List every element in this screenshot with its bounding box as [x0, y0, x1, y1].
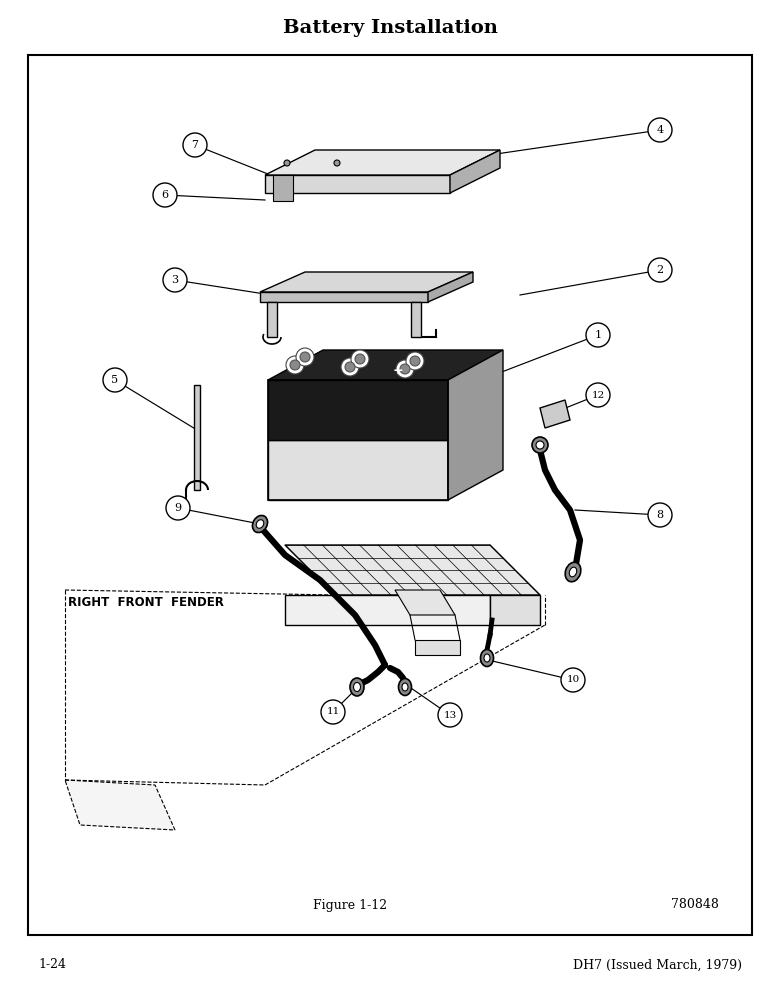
Circle shape: [406, 352, 424, 370]
Circle shape: [286, 356, 304, 374]
Ellipse shape: [253, 515, 268, 533]
Polygon shape: [448, 350, 503, 500]
Polygon shape: [490, 595, 540, 625]
Polygon shape: [268, 350, 503, 380]
Polygon shape: [428, 272, 473, 302]
Circle shape: [532, 437, 548, 453]
Circle shape: [536, 441, 544, 449]
Text: 5: 5: [112, 375, 119, 385]
Ellipse shape: [566, 562, 581, 582]
Text: 12: 12: [591, 390, 604, 399]
Polygon shape: [285, 595, 490, 625]
Ellipse shape: [480, 650, 494, 666]
Circle shape: [166, 496, 190, 520]
Text: DH7 (Issued March, 1979): DH7 (Issued March, 1979): [573, 958, 742, 972]
Circle shape: [284, 160, 290, 166]
Polygon shape: [260, 292, 428, 302]
Circle shape: [345, 362, 355, 372]
Text: 13: 13: [443, 710, 456, 720]
Circle shape: [648, 258, 672, 282]
Polygon shape: [260, 272, 473, 292]
Text: Battery Installation: Battery Installation: [282, 19, 498, 37]
Polygon shape: [268, 380, 448, 440]
Polygon shape: [273, 175, 293, 201]
Ellipse shape: [399, 678, 412, 696]
Bar: [28, 55, 752, 935]
Ellipse shape: [569, 567, 576, 577]
Text: 10: 10: [566, 676, 580, 684]
Text: Figure 1-12: Figure 1-12: [313, 898, 387, 912]
Polygon shape: [540, 400, 570, 428]
Circle shape: [290, 360, 300, 370]
Polygon shape: [194, 385, 200, 490]
Polygon shape: [268, 440, 448, 500]
Text: 3: 3: [172, 275, 179, 285]
Circle shape: [341, 358, 359, 376]
Polygon shape: [411, 302, 421, 337]
Circle shape: [296, 348, 314, 366]
Circle shape: [351, 350, 369, 368]
Circle shape: [321, 700, 345, 724]
Circle shape: [561, 668, 585, 692]
Circle shape: [103, 368, 127, 392]
Ellipse shape: [256, 520, 264, 528]
Text: 11: 11: [326, 708, 339, 716]
Circle shape: [586, 323, 610, 347]
Circle shape: [153, 183, 177, 207]
Circle shape: [300, 352, 310, 362]
Text: 6: 6: [161, 190, 168, 200]
Circle shape: [183, 133, 207, 157]
Polygon shape: [265, 150, 500, 175]
Polygon shape: [450, 150, 500, 193]
Polygon shape: [285, 545, 540, 595]
Polygon shape: [395, 590, 455, 615]
Circle shape: [163, 268, 187, 292]
Circle shape: [410, 356, 420, 366]
Ellipse shape: [353, 682, 360, 692]
Circle shape: [648, 118, 672, 142]
Circle shape: [334, 160, 340, 166]
Ellipse shape: [484, 654, 490, 662]
Circle shape: [400, 364, 410, 374]
Text: 4: 4: [657, 125, 664, 135]
Text: 9: 9: [175, 503, 182, 513]
Text: 7: 7: [192, 140, 198, 150]
Polygon shape: [267, 302, 277, 337]
Polygon shape: [415, 640, 460, 655]
Text: RIGHT  FRONT  FENDER: RIGHT FRONT FENDER: [68, 595, 224, 608]
Polygon shape: [65, 780, 175, 830]
Text: 8: 8: [657, 510, 664, 520]
Text: 1: 1: [594, 330, 601, 340]
Text: 1-24: 1-24: [38, 958, 66, 972]
Polygon shape: [265, 175, 450, 193]
Ellipse shape: [402, 683, 408, 691]
Ellipse shape: [350, 678, 364, 696]
Circle shape: [438, 703, 462, 727]
Text: +: +: [392, 363, 403, 376]
Circle shape: [648, 503, 672, 527]
Text: 780848: 780848: [671, 898, 719, 912]
Circle shape: [355, 354, 365, 364]
Text: 2: 2: [657, 265, 664, 275]
Circle shape: [586, 383, 610, 407]
Circle shape: [396, 360, 414, 378]
